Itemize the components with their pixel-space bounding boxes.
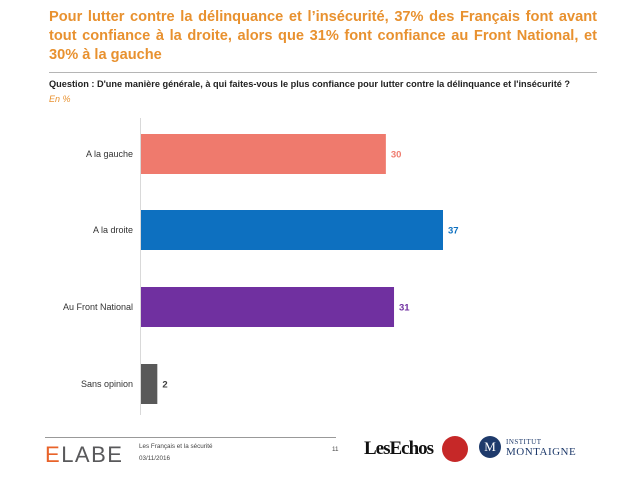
- category-label: A la gauche: [86, 149, 133, 159]
- page-title: Pour lutter contre la délinquance et l’i…: [49, 9, 597, 63]
- bar-4: [141, 364, 158, 404]
- montaigne-logo-text: INSTITUT MONTAIGNE: [506, 437, 577, 458]
- montaigne-logo-line2: MONTAIGNE: [506, 446, 577, 458]
- category-label: Au Front National: [63, 302, 133, 312]
- category-label: A la droite: [93, 225, 133, 235]
- radio-classique-logo: [442, 436, 468, 462]
- footer-divider: [45, 437, 336, 438]
- study-title: Les Français et la sécurité: [139, 443, 213, 450]
- unit-label: En %: [49, 94, 71, 104]
- study-date: 03/11/2016: [139, 455, 171, 462]
- footer-study-info: Les Français et la sécurité 03/11/2016: [139, 441, 213, 465]
- value-label: 37: [448, 226, 459, 237]
- bar-2: [141, 210, 443, 250]
- value-label: 2: [162, 380, 167, 391]
- bar-3: [141, 287, 395, 327]
- title-divider: [49, 72, 597, 73]
- montaigne-logo-icon: M: [479, 436, 501, 458]
- category-label: Sans opinion: [81, 379, 133, 389]
- question-text: Question : D'une manière générale, à qui…: [49, 79, 571, 89]
- value-label: 30: [391, 150, 402, 161]
- lesechos-logo: LesEchos: [364, 438, 434, 459]
- bars-group: A la gauche 30 A la droite 37 Au Front Natio…: [63, 134, 459, 404]
- value-label: 31: [399, 303, 410, 314]
- elabe-logo: ELABE: [45, 442, 124, 467]
- page-number: 11: [332, 446, 339, 453]
- montaigne-logo-line1: INSTITUT: [506, 438, 542, 446]
- bar-1: [141, 134, 386, 174]
